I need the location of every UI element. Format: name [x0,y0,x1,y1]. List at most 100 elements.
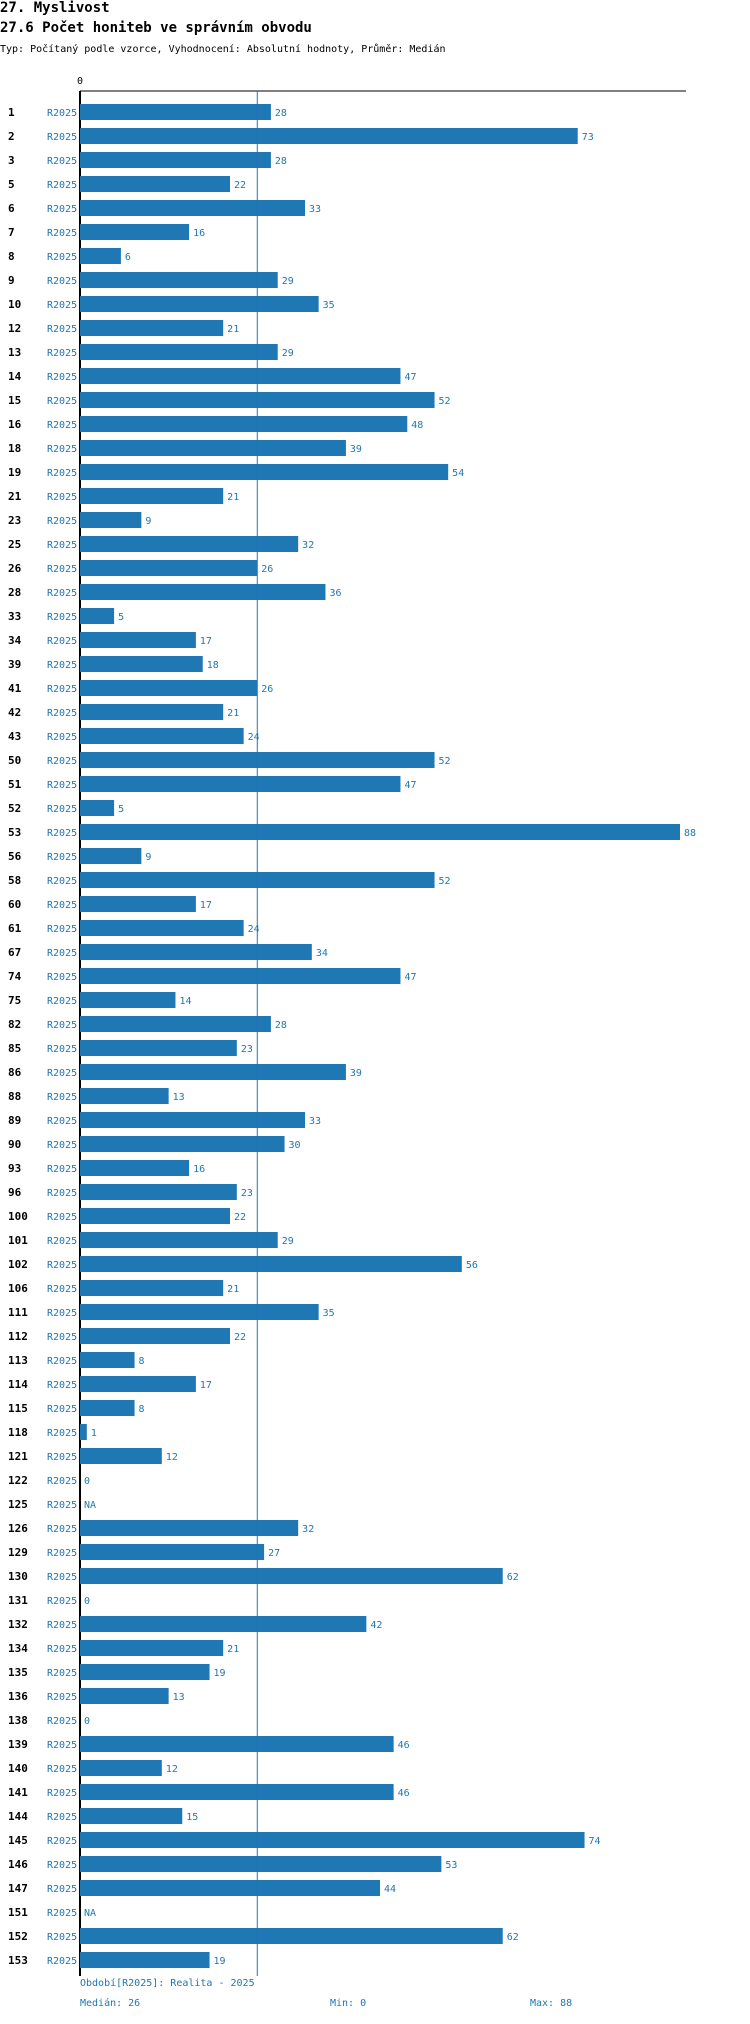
value-label: 47 [404,972,416,983]
bar [80,368,401,384]
series-label: R2025 [47,1452,77,1463]
bar [80,1280,224,1296]
series-label: R2025 [47,780,77,791]
category-label: 140 [8,1762,28,1775]
value-label: 12 [166,1764,178,1775]
series-label: R2025 [47,1716,77,1727]
category-label: 42 [8,706,21,719]
bar [80,680,258,696]
bar [80,1664,210,1680]
series-label: R2025 [47,1404,77,1415]
value-label: 13 [173,1692,185,1703]
value-label: 24 [248,732,260,743]
series-label: R2025 [47,516,77,527]
series-label: R2025 [47,348,77,359]
series-label: R2025 [47,1644,77,1655]
value-label: 88 [684,828,696,839]
value-label: 21 [227,1284,239,1295]
bar [80,512,142,528]
bar [80,560,258,576]
value-label: 48 [411,420,423,431]
series-label: R2025 [47,1812,77,1823]
series-label: R2025 [47,852,77,863]
value-label: 21 [227,492,239,503]
category-label: 60 [8,898,21,911]
series-label: R2025 [47,876,77,887]
chart-title: 27.6 Počet honiteb ve správním obvodu [0,20,312,36]
series-label: R2025 [47,924,77,935]
bar [80,464,449,480]
series-label: R2025 [47,1668,77,1679]
category-label: 41 [8,682,22,695]
series-label: R2025 [47,1596,77,1607]
footer-median: Medián: 26 [80,1998,141,2009]
value-label: 35 [323,300,335,311]
category-label: 102 [8,1258,28,1271]
bar [80,176,230,192]
chart-section-title: 27. Myslivost [0,0,110,16]
series-label: R2025 [47,660,77,671]
series-label: R2025 [47,756,77,767]
category-label: 122 [8,1474,28,1487]
category-label: 53 [8,826,21,839]
category-label: 114 [8,1378,28,1391]
value-label: 26 [261,684,273,695]
series-label: R2025 [47,1164,77,1175]
chart-meta: Typ: Počítaný podle vzorce, Vyhodnocení:… [0,44,446,55]
series-label: R2025 [47,1308,77,1319]
series-label: R2025 [47,1068,77,1079]
value-label: 42 [370,1620,382,1631]
value-label: 0 [84,1476,90,1487]
category-label: 135 [8,1666,28,1679]
series-label: R2025 [47,1476,77,1487]
category-label: 23 [8,514,21,527]
category-label: 26 [8,562,22,575]
series-label: R2025 [47,1116,77,1127]
series-label: R2025 [47,396,77,407]
series-label: R2025 [47,972,77,983]
value-label: 22 [234,180,246,191]
bar [80,1808,183,1824]
value-label: 39 [350,1068,362,1079]
category-label: 8 [8,250,15,263]
value-label: 34 [316,948,328,959]
value-label: 1 [91,1428,97,1439]
series-label: R2025 [47,1692,77,1703]
category-label: 56 [8,850,22,863]
value-label: 74 [589,1836,601,1847]
value-label: 0 [84,1596,90,1607]
footer-max: Max: 88 [530,1998,573,2009]
series-label: R2025 [47,1836,77,1847]
series-label: R2025 [47,1572,77,1583]
category-label: 146 [8,1858,28,1871]
x-tick-label: 0 [77,76,83,87]
value-label: 46 [398,1740,410,1751]
category-label: 138 [8,1714,28,1727]
footer-period: Období[R2025]: Realita - 2025 [80,1978,255,1989]
category-label: 88 [8,1090,21,1103]
series-label: R2025 [47,900,77,911]
category-label: 61 [8,922,22,935]
bar [80,536,299,552]
bar [80,1424,87,1440]
category-label: 153 [8,1954,28,1967]
series-label: R2025 [47,324,77,335]
value-label: 13 [173,1092,185,1103]
series-label: R2025 [47,372,77,383]
bar [80,1136,285,1152]
category-label: 151 [8,1906,28,1919]
category-label: 121 [8,1450,28,1463]
bar [80,632,196,648]
value-label: 19 [214,1668,226,1679]
value-label: 29 [282,276,294,287]
value-label: 28 [275,156,287,167]
value-label: 23 [241,1044,253,1055]
value-label: 23 [241,1188,253,1199]
value-label: 44 [384,1884,396,1895]
bar [80,584,326,600]
series-label: R2025 [47,1428,77,1439]
category-label: 131 [8,1594,28,1607]
bar [80,608,115,624]
series-label: R2025 [47,468,77,479]
series-label: R2025 [47,1380,77,1391]
